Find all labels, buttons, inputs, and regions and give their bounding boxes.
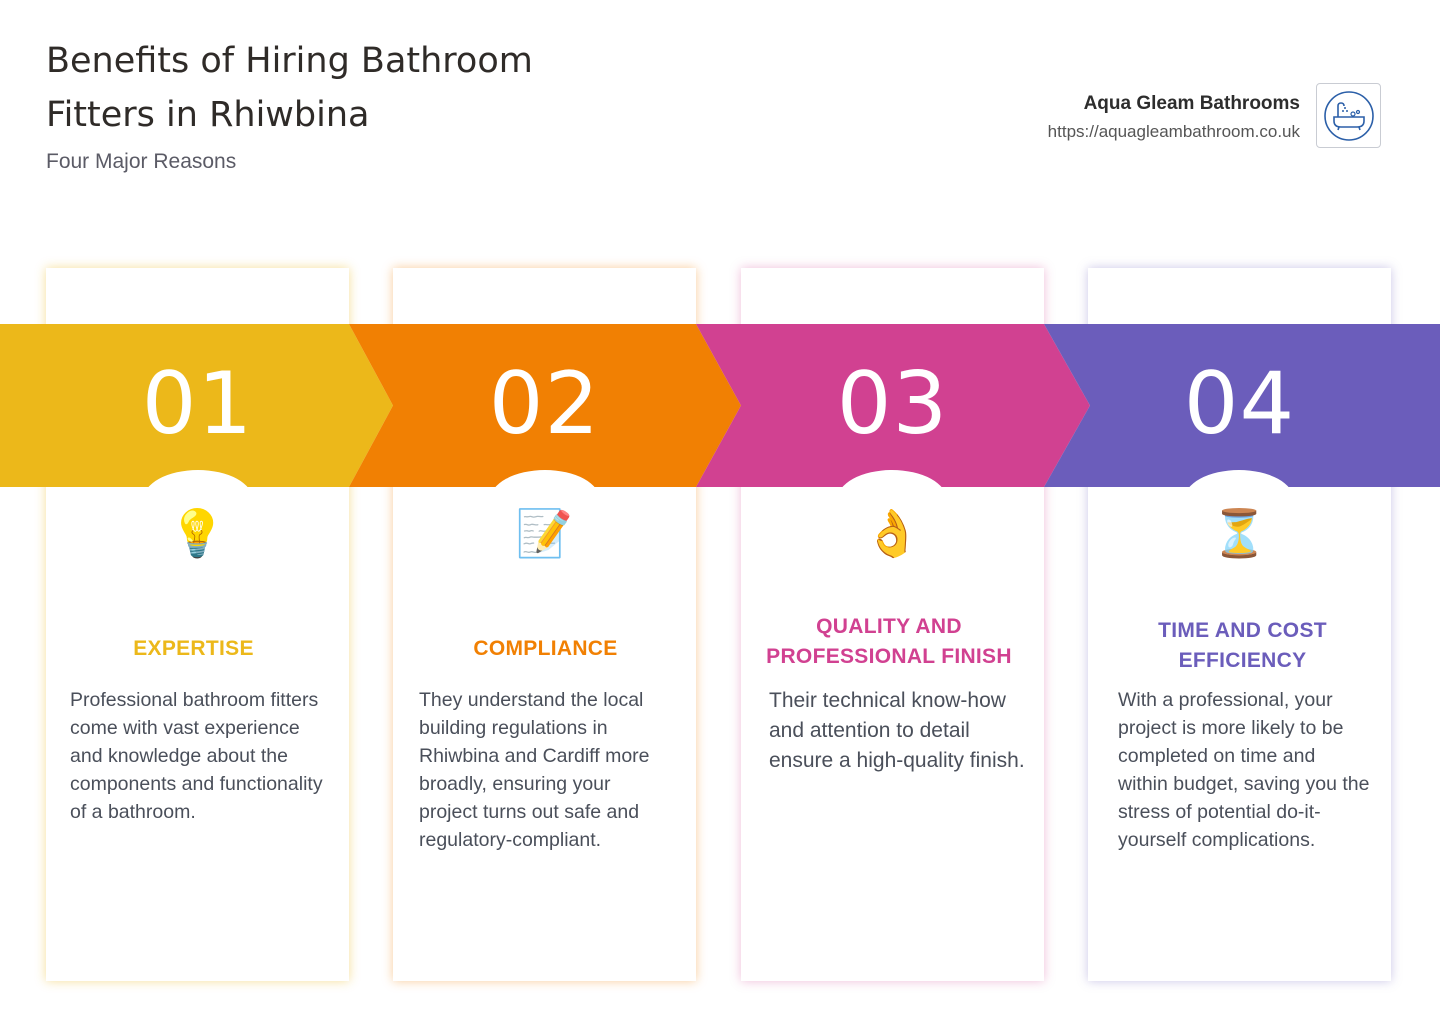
hourglass-icon: ⏳ [1210,507,1269,559]
chevron-segment-3 [696,324,1090,487]
step-text-1: Professional bathroom fitters come with … [70,689,323,823]
icon-backdrop-2 [490,470,600,530]
icon-backdrop-3 [837,470,947,530]
icon-backdrop-4 [1184,470,1294,530]
page-title: Benefits of Hiring Bathroom Fitters in R… [46,41,533,135]
brand-name: Aqua Gleam Bathrooms [1083,93,1300,114]
chevron-band [0,324,1440,487]
lightbulb-icon: 💡 [168,507,227,559]
step-heading-4: TIME AND COST EFFICIENCY [1158,619,1327,672]
step-heading-1: EXPERTISE [133,637,254,660]
step-heading-3: QUALITY AND PROFESSIONAL FINISH [766,615,1012,668]
chevron-segment-1 [0,324,393,487]
step-text-2: They understand the local building regul… [419,689,650,851]
chevron-segment-2 [349,324,741,487]
step-number-4: 04 [1183,354,1296,454]
step-text-3: Their technical know-how and attention t… [769,689,1025,772]
step-number-2: 02 [488,354,601,454]
step-text-4: With a professional, your project is mor… [1118,689,1370,851]
step-number-3: 03 [836,354,949,454]
memo-icon: 📝 [515,507,574,559]
brand-url[interactable]: https://aquagleambathroom.co.uk [1047,122,1300,141]
step-heading-2: COMPLIANCE [473,637,618,660]
ok-hand-icon: 👌 [863,507,922,559]
page-subtitle: Four Major Reasons [46,150,237,173]
bathtub-icon [1316,83,1381,148]
chevron-segment-4 [1044,324,1440,487]
brand-block: Aqua Gleam Bathrooms https://aquagleamba… [1048,90,1300,146]
icon-backdrop-1 [143,470,253,530]
step-number-1: 01 [141,354,254,454]
